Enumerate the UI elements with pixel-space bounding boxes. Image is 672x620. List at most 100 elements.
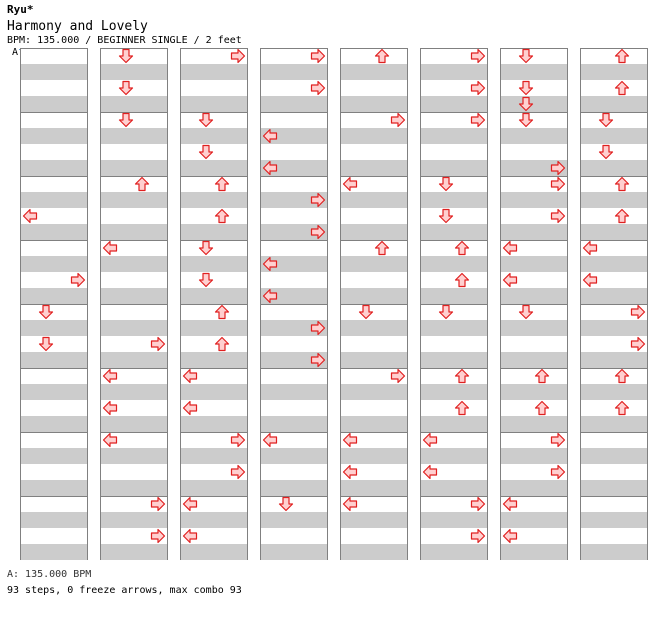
down-arrow-icon	[198, 240, 214, 256]
left-arrow-icon	[262, 288, 278, 304]
beat-stripe	[581, 288, 647, 304]
measure	[100, 432, 168, 496]
chart-column	[260, 48, 328, 560]
beat-stripe	[341, 416, 407, 432]
beat-stripe	[341, 128, 407, 144]
measure	[100, 304, 168, 368]
beat-stripe	[181, 384, 247, 400]
measure	[20, 432, 88, 496]
measure	[420, 432, 488, 496]
beat-stripe	[501, 448, 567, 464]
measure	[500, 368, 568, 432]
beat-stripe	[421, 416, 487, 432]
measure	[180, 304, 248, 368]
measure	[420, 48, 488, 112]
beat-stripe	[181, 480, 247, 496]
beat-stripe	[181, 256, 247, 272]
chart-column	[340, 48, 408, 560]
left-arrow-icon	[582, 240, 598, 256]
measure	[580, 496, 648, 560]
left-arrow-icon	[342, 432, 358, 448]
down-arrow-icon	[198, 144, 214, 160]
measure	[20, 304, 88, 368]
left-arrow-icon	[342, 496, 358, 512]
beat-stripe	[501, 352, 567, 368]
measure	[580, 432, 648, 496]
beat-stripe	[421, 320, 487, 336]
left-arrow-icon	[182, 528, 198, 544]
left-arrow-icon	[262, 432, 278, 448]
down-arrow-icon	[278, 496, 294, 512]
up-arrow-icon	[454, 368, 470, 384]
measure	[20, 496, 88, 560]
measure	[340, 368, 408, 432]
beat-stripe	[581, 448, 647, 464]
down-arrow-icon	[598, 144, 614, 160]
beat-stripe	[261, 320, 327, 336]
beat-stripe	[501, 256, 567, 272]
left-arrow-icon	[342, 464, 358, 480]
right-arrow-icon	[150, 528, 166, 544]
measure	[180, 176, 248, 240]
beat-stripe	[341, 96, 407, 112]
measure	[500, 240, 568, 304]
up-arrow-icon	[454, 400, 470, 416]
beat-stripe	[421, 544, 487, 560]
beat-stripe	[21, 512, 87, 528]
left-arrow-icon	[22, 208, 38, 224]
right-arrow-icon	[230, 48, 246, 64]
up-arrow-icon	[454, 240, 470, 256]
beat-stripe	[421, 64, 487, 80]
right-arrow-icon	[470, 496, 486, 512]
beat-stripe	[181, 160, 247, 176]
chart-info: BPM: 135.000 / BEGINNER SINGLE / 2 feet	[7, 35, 242, 46]
beat-stripe	[501, 544, 567, 560]
measure	[260, 112, 328, 176]
beat-stripe	[501, 192, 567, 208]
down-arrow-icon	[518, 80, 534, 96]
beat-stripe	[421, 480, 487, 496]
up-arrow-icon	[614, 208, 630, 224]
beat-stripe	[341, 544, 407, 560]
down-arrow-icon	[438, 304, 454, 320]
measure	[420, 304, 488, 368]
down-arrow-icon	[518, 304, 534, 320]
measure	[580, 240, 648, 304]
beat-stripe	[581, 64, 647, 80]
measure	[260, 48, 328, 112]
right-arrow-icon	[310, 80, 326, 96]
down-arrow-icon	[438, 176, 454, 192]
beat-stripe	[341, 320, 407, 336]
beat-stripe	[341, 384, 407, 400]
measure	[420, 112, 488, 176]
beat-stripe	[501, 416, 567, 432]
left-arrow-icon	[182, 496, 198, 512]
beat-stripe	[101, 288, 167, 304]
beat-stripe	[21, 192, 87, 208]
beat-stripe	[261, 64, 327, 80]
beat-stripe	[581, 128, 647, 144]
beat-stripe	[581, 224, 647, 240]
measure	[580, 112, 648, 176]
right-arrow-icon	[470, 528, 486, 544]
beat-stripe	[341, 512, 407, 528]
beat-stripe	[501, 384, 567, 400]
up-arrow-icon	[614, 48, 630, 64]
beat-stripe	[421, 352, 487, 368]
beat-stripe	[21, 288, 87, 304]
up-arrow-icon	[454, 272, 470, 288]
beat-stripe	[421, 512, 487, 528]
down-arrow-icon	[598, 112, 614, 128]
measure	[580, 368, 648, 432]
beat-stripe	[261, 256, 327, 272]
down-arrow-icon	[198, 272, 214, 288]
left-arrow-icon	[582, 272, 598, 288]
beat-stripe	[261, 448, 327, 464]
beat-stripe	[421, 256, 487, 272]
beat-stripe	[421, 448, 487, 464]
measure	[20, 240, 88, 304]
left-arrow-icon	[422, 432, 438, 448]
beat-stripe	[341, 480, 407, 496]
left-arrow-icon	[502, 528, 518, 544]
down-arrow-icon	[518, 96, 534, 112]
